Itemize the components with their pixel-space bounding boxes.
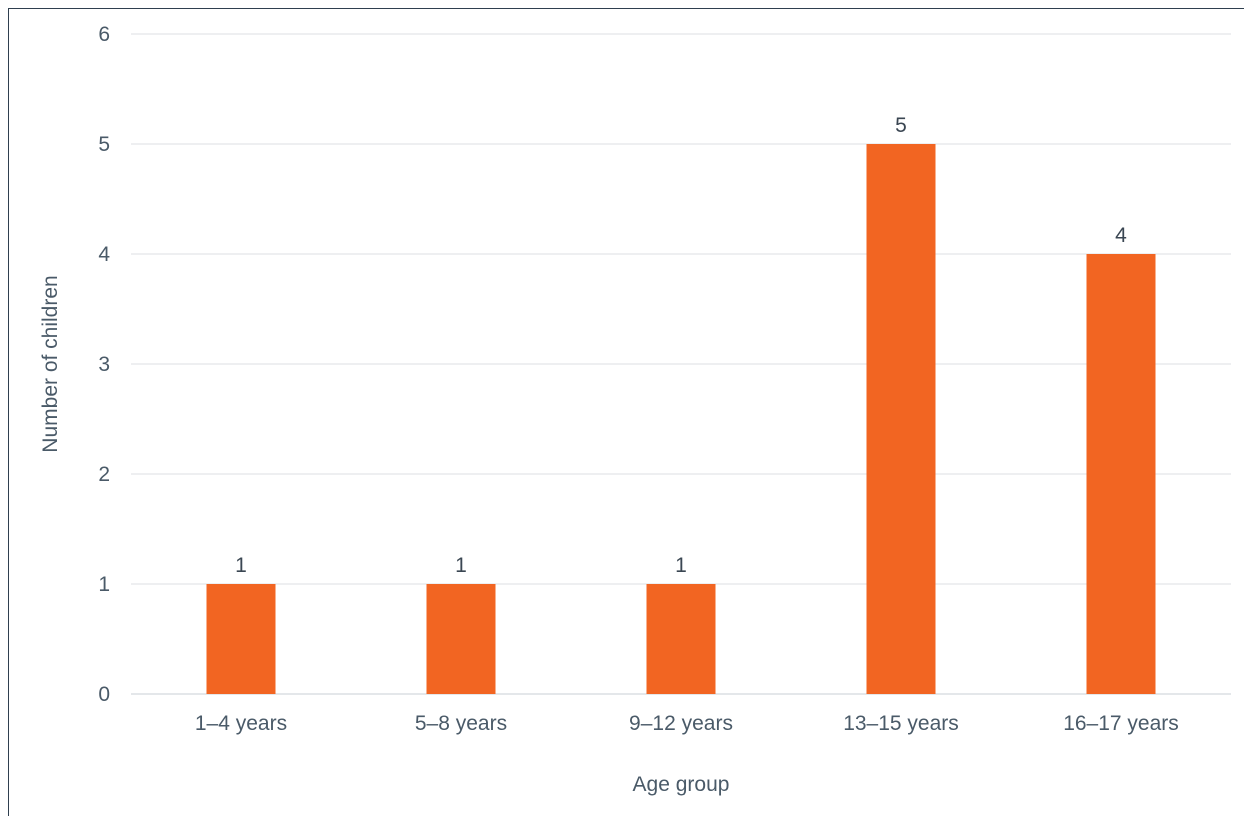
y-tick-label: 2: [98, 463, 110, 486]
y-tick-label: 1: [98, 573, 110, 596]
y-axis-ticks: 0 1 2 3 4 5 6: [98, 23, 110, 706]
bar-3: [646, 584, 716, 694]
y-tick-label: 5: [98, 133, 110, 156]
data-label-3: 1: [675, 554, 687, 577]
bar-4: [866, 144, 936, 694]
bars: [206, 144, 1156, 694]
x-tick-label-3: 9–12 years: [629, 712, 733, 735]
data-label-5: 4: [1115, 224, 1127, 247]
data-label-4: 5: [895, 114, 907, 137]
y-tick-label: 0: [98, 683, 110, 706]
x-tick-label-5: 16–17 years: [1063, 712, 1179, 735]
data-label-1: 1: [235, 554, 247, 577]
y-tick-label: 4: [98, 243, 110, 266]
x-axis-ticks: 1–4 years 5–8 years 9–12 years 13–15 years 1…: [195, 712, 1179, 735]
x-axis-title: Age group: [633, 773, 730, 796]
x-tick-label-2: 5–8 years: [415, 712, 507, 735]
data-labels: 1 1 1 5 4: [235, 114, 1127, 577]
y-axis-title: Number of children: [39, 275, 62, 452]
x-tick-label-4: 13–15 years: [843, 712, 959, 735]
bar-1: [206, 584, 276, 694]
bar-2: [426, 584, 496, 694]
data-label-2: 1: [455, 554, 467, 577]
bar-5: [1086, 254, 1156, 694]
y-tick-label: 3: [98, 353, 110, 376]
x-tick-label-1: 1–4 years: [195, 712, 287, 735]
y-tick-label: 6: [98, 23, 110, 46]
